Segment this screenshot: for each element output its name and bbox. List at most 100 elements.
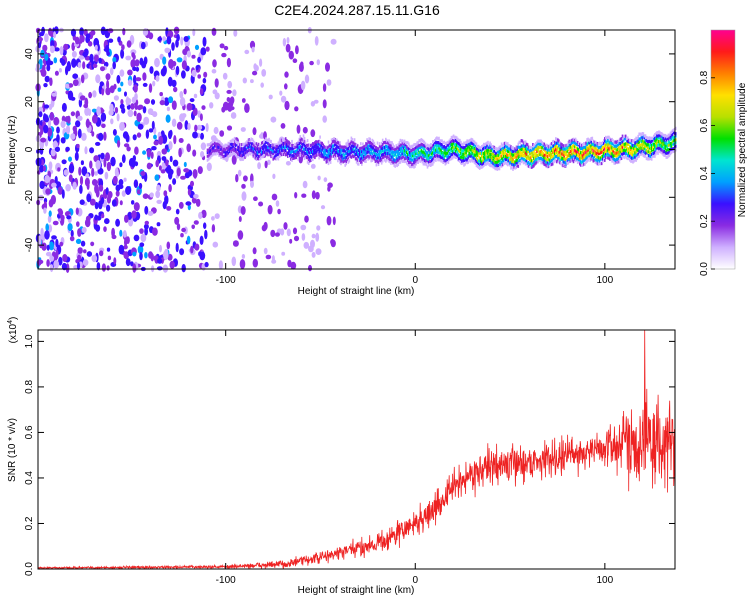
heatmap-cell <box>414 164 416 168</box>
heatmap-cell <box>79 27 84 37</box>
heatmap-cell <box>568 146 571 150</box>
heatmap-cell <box>547 150 550 154</box>
heatmap-cell <box>586 146 588 150</box>
heatmap-cell <box>597 149 600 153</box>
heatmap-cell <box>577 160 580 164</box>
snr-y-label: SNR (10 * v/v) <box>7 418 18 482</box>
heatmap-cell <box>256 156 259 161</box>
heatmap-cell <box>260 154 263 158</box>
heatmap-cell <box>598 149 601 153</box>
heatmap-cell <box>572 137 575 141</box>
heatmap-cell <box>426 151 429 155</box>
heatmap-cell <box>258 147 261 151</box>
heatmap-cell <box>179 91 184 99</box>
heatmap-cell <box>357 148 360 152</box>
heatmap-cell <box>610 152 612 156</box>
spectrogram-x-label: Height of straight line (km) <box>298 286 415 297</box>
heatmap-cell <box>674 140 677 144</box>
heatmap-cell <box>384 145 386 149</box>
heatmap-cell <box>482 164 484 169</box>
heatmap-cell <box>562 147 564 151</box>
heatmap-cell <box>224 151 227 155</box>
heatmap-cell <box>310 158 312 162</box>
heatmap-cell <box>453 143 456 147</box>
heatmap-cell <box>540 146 542 150</box>
heatmap-cell <box>237 169 242 177</box>
heatmap-cell <box>662 142 664 146</box>
heatmap-cell <box>300 137 303 141</box>
heatmap-cell <box>516 145 518 149</box>
heatmap-cell <box>106 265 110 271</box>
heatmap-cell <box>442 145 444 149</box>
heatmap-cell <box>252 139 255 143</box>
heatmap-cell <box>530 148 532 152</box>
heatmap-cell <box>68 174 73 182</box>
heatmap-cell <box>604 158 606 162</box>
heatmap-cell <box>362 156 364 160</box>
heatmap-cell <box>171 60 177 67</box>
heatmap-cell <box>80 240 86 247</box>
heatmap-cell <box>422 150 425 154</box>
heatmap-cell <box>464 147 466 151</box>
heatmap-cell <box>435 137 437 141</box>
heatmap-cell <box>582 149 584 154</box>
heatmap-cell <box>477 159 480 163</box>
heatmap-cell <box>589 144 591 148</box>
heatmap-cell <box>268 143 270 147</box>
heatmap-cell <box>494 154 497 158</box>
heatmap-cell <box>478 151 481 155</box>
heatmap-cell <box>117 139 121 148</box>
heatmap-cell <box>464 142 466 146</box>
heatmap-cell <box>632 156 634 160</box>
heatmap-cell <box>573 141 576 145</box>
heatmap-cell <box>269 150 271 154</box>
heatmap-cell <box>101 263 106 272</box>
heatmap-cell <box>403 142 406 146</box>
heatmap-cell <box>152 111 158 118</box>
heatmap-cell <box>434 138 436 143</box>
heatmap-cell <box>416 158 418 162</box>
heatmap-cell <box>94 183 99 194</box>
heatmap-cell <box>521 144 524 148</box>
heatmap-cell <box>455 155 458 159</box>
heatmap-cell <box>295 45 299 55</box>
heatmap-cell <box>323 153 326 157</box>
heatmap-cell <box>331 154 334 158</box>
heatmap-cell <box>402 142 405 146</box>
heatmap-cell <box>385 159 387 163</box>
heatmap-cell <box>303 156 306 160</box>
heatmap-cell <box>183 161 187 168</box>
snr-x-ticks: -100 0 100 <box>216 330 614 586</box>
heatmap-cell <box>387 151 389 155</box>
heatmap-cell <box>491 145 493 149</box>
heatmap-cell <box>374 159 377 163</box>
heatmap-cell <box>387 148 389 152</box>
heatmap-cell <box>240 127 246 132</box>
heatmap-cell <box>365 152 367 156</box>
heatmap-cell <box>135 77 142 82</box>
heatmap-cell <box>324 145 327 150</box>
heatmap-cell <box>260 152 263 156</box>
heatmap-cell <box>276 156 279 160</box>
heatmap-cell <box>546 154 549 158</box>
heatmap-cell <box>225 143 228 147</box>
heatmap-cell <box>603 141 605 145</box>
heatmap-cell <box>572 144 575 148</box>
heatmap-cell <box>414 153 416 157</box>
heatmap-cell <box>541 157 543 162</box>
heatmap-cell <box>344 149 346 154</box>
heatmap-cell <box>412 153 414 157</box>
heatmap-cell <box>43 104 50 109</box>
heatmap-cell <box>648 157 651 161</box>
heatmap-cell <box>432 146 434 151</box>
snr-x-label: Height of straight line (km) <box>298 585 415 596</box>
heatmap-cell <box>466 139 468 143</box>
heatmap-cell <box>245 154 247 158</box>
heatmap-cell <box>392 146 394 150</box>
heatmap-cell <box>562 164 564 168</box>
heatmap-cell <box>356 144 359 148</box>
heatmap-cell <box>497 153 500 157</box>
heatmap-cell <box>412 162 414 166</box>
heatmap-cell <box>366 142 368 146</box>
heatmap-cell <box>511 162 513 166</box>
